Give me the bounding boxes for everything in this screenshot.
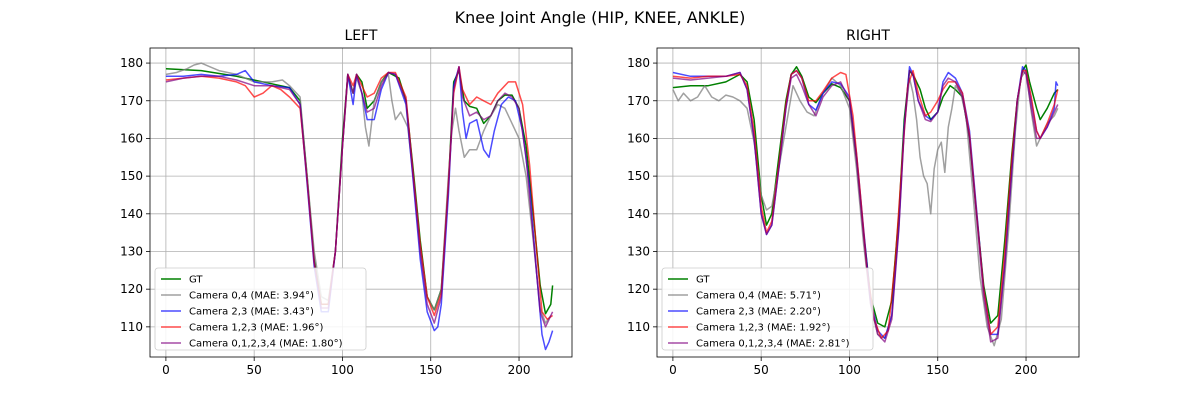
left-legend-label-2: Camera 2,3 (MAE: 3.43°) (189, 307, 314, 318)
left-ytick-label: 180 (120, 56, 143, 70)
right-panel-title: RIGHT (846, 28, 890, 44)
left-legend-label-1: Camera 0,4 (MAE: 3.94°) (189, 291, 314, 302)
left-xtick-label: 100 (331, 363, 354, 377)
right-ytick-label: 150 (627, 169, 650, 183)
left-legend-label-0: GT (189, 275, 203, 286)
left-series-line-4 (165, 66, 554, 328)
left-xtick-label: 50 (247, 363, 262, 377)
right-axes-frame (656, 47, 1080, 358)
right-legend: GT Camera 0,4 (MAE: 5.71°) Camera 2,3 (MAE… (661, 267, 874, 351)
right-xtick-label: 50 (754, 363, 769, 377)
right-xtick-label: 0 (669, 363, 677, 377)
right-ytick-label: 160 (627, 131, 650, 145)
left-ytick-label: 170 (120, 94, 143, 108)
right-legend-label-4: Camera 0,1,2,3,4 (MAE: 2.81°) (696, 339, 850, 350)
left-legend-label-4: Camera 0,1,2,3,4 (MAE: 1.80°) (189, 339, 343, 350)
left-panel-title: LEFT (344, 28, 377, 44)
left-xtick-label: 200 (508, 363, 531, 377)
right-xtick-label: 100 (838, 363, 861, 377)
right-legend-label-1: Camera 0,4 (MAE: 5.71°) (696, 291, 821, 302)
right-ytick-label: 130 (627, 244, 650, 258)
right-legend-label-3: Camera 1,2,3 (MAE: 1.92°) (696, 323, 831, 334)
left-ytick-label: 160 (120, 131, 143, 145)
right-panel: 0 50 100 150 200 110 120 130 140 150 160 170 180 RIGH… (627, 28, 1080, 377)
left-legend-label-3: Camera 1,2,3 (MAE: 1.96°) (189, 323, 324, 334)
figure-title: Knee Joint Angle (HIP, KNEE, ANKLE) (455, 8, 746, 27)
left-legend-box (154, 267, 367, 351)
left-ytick-label: 120 (120, 282, 143, 296)
right-xtick-label: 200 (1015, 363, 1038, 377)
left-ytick-label: 110 (120, 320, 143, 334)
right-series-group (672, 64, 1059, 347)
right-legend-label-2: Camera 2,3 (MAE: 2.20°) (696, 307, 821, 318)
left-xtick-label: 0 (162, 363, 170, 377)
right-legend-box (661, 267, 874, 351)
left-ytick-label: 140 (120, 207, 143, 221)
left-ytick-label: 150 (120, 169, 143, 183)
right-xtick-label: 150 (926, 363, 949, 377)
left-axes-frame (149, 47, 573, 358)
right-ytick-label: 140 (627, 207, 650, 221)
right-series-line-4 (672, 69, 1059, 343)
right-legend-label-0: GT (696, 275, 710, 286)
left-xtick-label: 150 (419, 363, 442, 377)
left-legend: GT Camera 0,4 (MAE: 3.94°) Camera 2,3 (MAE… (154, 267, 367, 351)
right-ytick-label: 180 (627, 56, 650, 70)
left-ytick-label: 130 (120, 244, 143, 258)
right-ytick-label: 120 (627, 282, 650, 296)
right-ytick-label: 170 (627, 94, 650, 108)
right-ytick-label: 110 (627, 320, 650, 334)
left-panel: 0 50 100 150 200 110 120 130 140 150 160 170 180 LEFT… (120, 28, 573, 377)
